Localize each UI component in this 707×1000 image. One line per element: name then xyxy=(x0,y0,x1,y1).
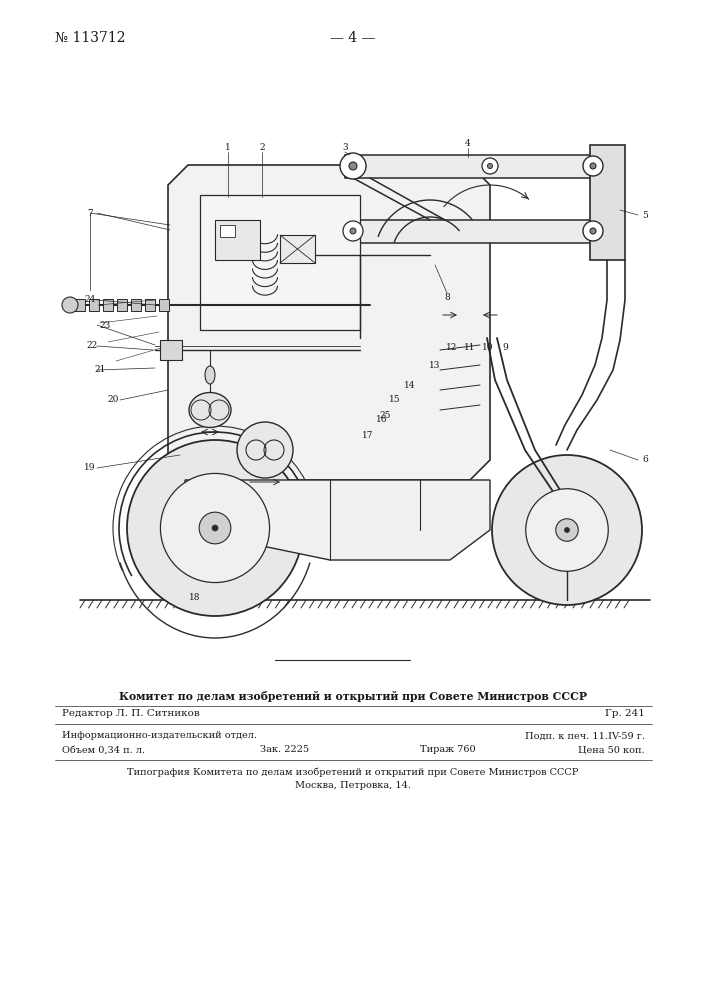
Circle shape xyxy=(62,297,78,313)
Bar xyxy=(131,299,141,311)
Text: Москва, Петровка, 14.: Москва, Петровка, 14. xyxy=(295,782,411,790)
Text: 4: 4 xyxy=(465,138,471,147)
Text: Подп. к печ. 11.IV-59 г.: Подп. к печ. 11.IV-59 г. xyxy=(525,732,645,740)
Bar xyxy=(280,235,315,263)
Text: 9: 9 xyxy=(502,344,508,353)
Circle shape xyxy=(564,528,570,532)
Polygon shape xyxy=(168,165,490,480)
Bar xyxy=(160,340,182,360)
Text: Комитет по делам изобретений и открытий при Совете Министров СССР: Комитет по делам изобретений и открытий … xyxy=(119,692,587,702)
Text: 23: 23 xyxy=(100,320,110,330)
Text: № 113712: № 113712 xyxy=(55,31,126,45)
Text: 7: 7 xyxy=(87,209,93,218)
Text: 24: 24 xyxy=(84,296,95,304)
Circle shape xyxy=(590,163,596,169)
Text: 17: 17 xyxy=(362,430,374,440)
Text: 3: 3 xyxy=(342,142,348,151)
Text: 12: 12 xyxy=(446,344,457,353)
Bar xyxy=(215,220,260,260)
Circle shape xyxy=(492,455,642,605)
Circle shape xyxy=(237,422,293,478)
Text: 16: 16 xyxy=(376,416,387,424)
Text: Гр. 241: Гр. 241 xyxy=(605,710,645,718)
Text: 11: 11 xyxy=(464,344,476,353)
Bar xyxy=(159,299,169,311)
Polygon shape xyxy=(345,220,593,243)
Circle shape xyxy=(340,153,366,179)
Ellipse shape xyxy=(205,366,215,384)
Text: 20: 20 xyxy=(107,395,119,404)
Circle shape xyxy=(127,440,303,616)
Circle shape xyxy=(349,162,357,170)
Text: — 4 —: — 4 — xyxy=(330,31,375,45)
Text: 8: 8 xyxy=(444,294,450,302)
Bar xyxy=(220,225,235,237)
Circle shape xyxy=(343,221,363,241)
Bar xyxy=(75,299,85,311)
Text: Информационно-издательский отдел.: Информационно-издательский отдел. xyxy=(62,732,257,740)
Circle shape xyxy=(160,473,269,583)
Text: 14: 14 xyxy=(404,380,416,389)
Text: 21: 21 xyxy=(94,365,105,374)
Text: 25: 25 xyxy=(379,410,391,420)
Text: 15: 15 xyxy=(389,395,401,404)
Text: Редактор Л. П. Ситников: Редактор Л. П. Ситников xyxy=(62,710,200,718)
Text: 19: 19 xyxy=(84,464,95,473)
Bar xyxy=(103,299,113,311)
Circle shape xyxy=(526,489,608,571)
Text: 6: 6 xyxy=(642,456,648,464)
Text: 5: 5 xyxy=(642,211,648,220)
Text: 18: 18 xyxy=(189,592,201,601)
Circle shape xyxy=(199,512,231,544)
Polygon shape xyxy=(185,480,490,560)
Text: Цена 50 коп.: Цена 50 коп. xyxy=(578,746,645,754)
Circle shape xyxy=(350,228,356,234)
Bar xyxy=(145,299,155,311)
Circle shape xyxy=(583,221,603,241)
Polygon shape xyxy=(345,155,593,178)
Text: 2: 2 xyxy=(259,142,265,151)
Circle shape xyxy=(212,525,218,531)
Text: Объем 0,34 п. л.: Объем 0,34 п. л. xyxy=(62,746,145,754)
Text: Тираж 760: Тираж 760 xyxy=(420,746,476,754)
Ellipse shape xyxy=(189,392,231,428)
Text: Типография Комитета по делам изобретений и открытий при Совете Министров СССР: Типография Комитета по делам изобретений… xyxy=(127,767,579,777)
Circle shape xyxy=(488,163,493,168)
Text: 13: 13 xyxy=(429,360,440,369)
Text: 22: 22 xyxy=(86,342,98,351)
Bar xyxy=(117,299,127,311)
Text: Зак. 2225: Зак. 2225 xyxy=(260,746,309,754)
Text: 1: 1 xyxy=(225,142,231,151)
Circle shape xyxy=(583,156,603,176)
Bar xyxy=(200,195,360,330)
Polygon shape xyxy=(590,145,625,260)
Text: 10: 10 xyxy=(482,344,493,353)
Circle shape xyxy=(482,158,498,174)
Circle shape xyxy=(590,228,596,234)
Bar xyxy=(89,299,99,311)
Circle shape xyxy=(556,519,578,541)
